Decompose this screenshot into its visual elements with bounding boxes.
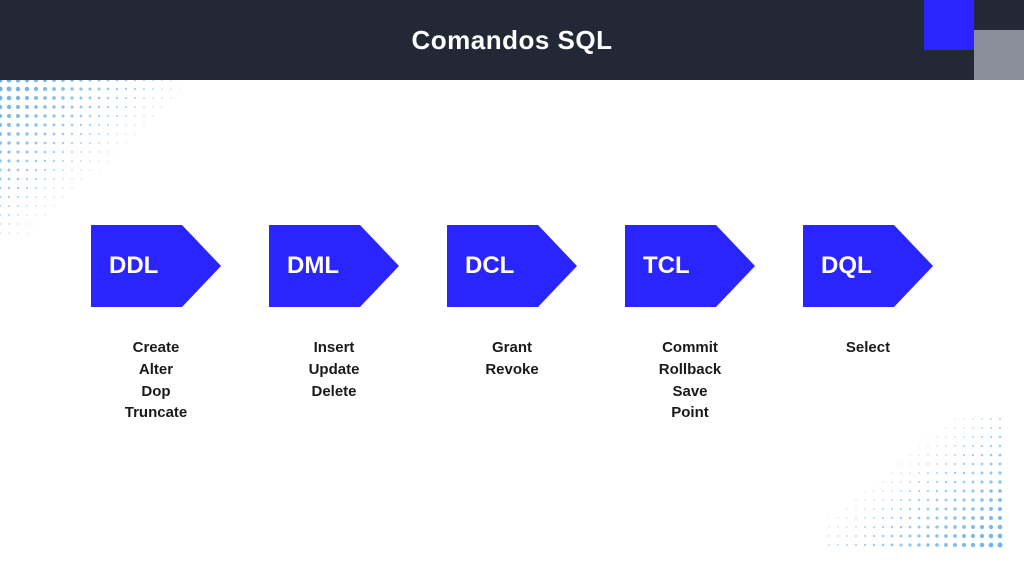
header-bar: Comandos SQL xyxy=(0,0,1024,80)
command-item: Truncate xyxy=(125,402,188,424)
command-item: Delete xyxy=(309,381,360,403)
arrow-label: TCL xyxy=(643,252,690,280)
accent-square-gray xyxy=(974,30,1024,80)
command-item: Rollback xyxy=(659,359,722,381)
commands-list: CreateAlterDopTruncate xyxy=(125,337,188,424)
page-title: Comandos SQL xyxy=(411,25,612,56)
arrow-dql: DQL xyxy=(803,225,933,307)
commands-list: GrantRevoke xyxy=(485,337,538,381)
arrow-label: DQL xyxy=(821,252,872,280)
arrow-dcl: DCL xyxy=(447,225,577,307)
arrow-tcl: TCL xyxy=(625,225,755,307)
command-item: Point xyxy=(659,402,722,424)
command-item: Insert xyxy=(309,337,360,359)
arrow-label: DDL xyxy=(109,252,158,280)
arrow-ddl: DDL xyxy=(91,225,221,307)
command-item: Update xyxy=(309,359,360,381)
arrow-label: DCL xyxy=(465,252,514,280)
command-item: Revoke xyxy=(485,359,538,381)
command-item: Save xyxy=(659,381,722,403)
command-item: Create xyxy=(125,337,188,359)
category-col-dml: DML InsertUpdateDelete xyxy=(264,225,404,424)
categories-row: DDL CreateAlterDopTruncate DML InsertUpdate… xyxy=(0,225,1024,424)
command-item: Select xyxy=(846,337,890,359)
commands-list: Select xyxy=(846,337,890,359)
category-col-ddl: DDL CreateAlterDopTruncate xyxy=(86,225,226,424)
category-col-tcl: TCL CommitRollbackSavePoint xyxy=(620,225,760,424)
category-col-dcl: DCL GrantRevoke xyxy=(442,225,582,424)
commands-list: InsertUpdateDelete xyxy=(309,337,360,402)
category-col-dql: DQL Select xyxy=(798,225,938,424)
dot-pattern-bottom-right xyxy=(824,414,1024,574)
accent-square-blue xyxy=(924,0,974,50)
commands-list: CommitRollbackSavePoint xyxy=(659,337,722,424)
arrow-dml: DML xyxy=(269,225,399,307)
command-item: Alter xyxy=(125,359,188,381)
command-item: Commit xyxy=(659,337,722,359)
arrow-label: DML xyxy=(287,252,339,280)
command-item: Grant xyxy=(485,337,538,359)
dot-pattern-top-left xyxy=(0,80,180,240)
command-item: Dop xyxy=(125,381,188,403)
